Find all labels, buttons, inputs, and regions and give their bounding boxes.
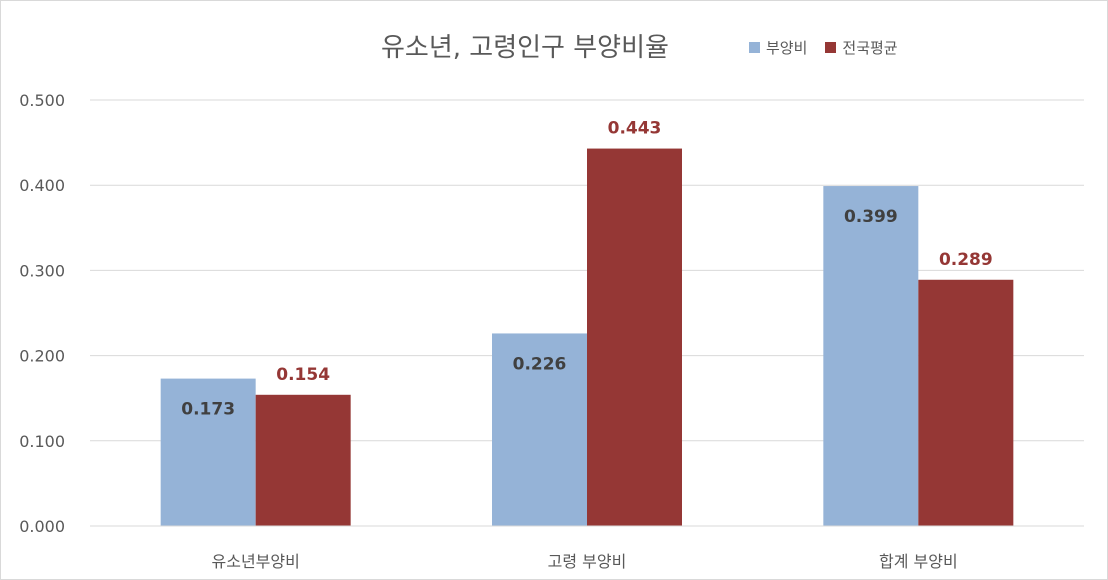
x-category-label: 합계 부양비 (879, 552, 958, 571)
legend-item-series-2: 전국평균 (825, 37, 898, 58)
legend: 부양비 전국평균 (749, 37, 916, 58)
y-tick-label: 0.100 (19, 432, 65, 451)
bar-series-2 (587, 148, 682, 526)
legend-swatch-series-2 (825, 42, 837, 53)
legend-label-series-1: 부양비 (766, 39, 808, 57)
y-tick-label: 0.300 (19, 261, 65, 280)
bar-series-2 (918, 279, 1014, 526)
y-tick-label: 0.400 (19, 176, 65, 195)
bar-series-1 (492, 333, 587, 526)
data-label-series-1: 0.399 (844, 207, 898, 227)
data-label-series-2: 0.289 (939, 250, 993, 270)
x-category-label: 유소년부양비 (212, 552, 300, 571)
legend-swatch-series-1 (749, 42, 760, 53)
chart-title: 유소년, 고령인구 부양비율 (381, 33, 669, 63)
bar-series-1 (823, 186, 919, 526)
legend-item-series-1: 부양비 (749, 37, 807, 58)
y-tick-label: 0.500 (19, 91, 65, 110)
data-label-series-2: 0.154 (276, 365, 330, 385)
data-label-series-2: 0.443 (608, 119, 662, 139)
y-tick-label: 0.000 (19, 517, 65, 536)
x-category-label: 고령 부양비 (548, 552, 627, 571)
bar-series-1 (160, 378, 256, 526)
bar-series-2 (255, 394, 351, 526)
data-label-series-1: 0.173 (181, 400, 235, 420)
y-tick-label: 0.200 (19, 347, 65, 366)
data-label-series-1: 0.226 (513, 354, 567, 374)
legend-label-series-2: 전국평균 (842, 39, 898, 57)
